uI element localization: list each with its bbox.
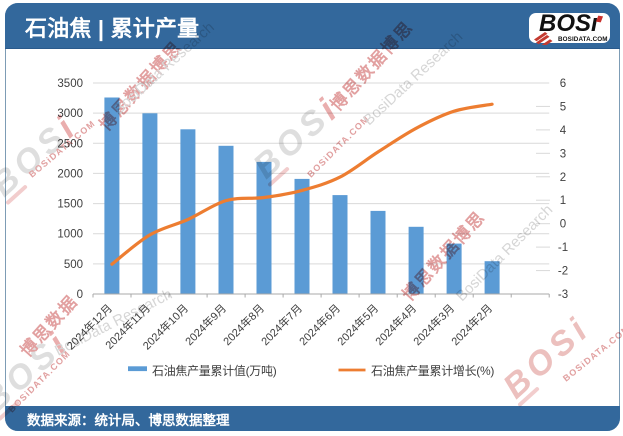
svg-text:1: 1 (560, 195, 566, 207)
svg-text:0: 0 (77, 289, 83, 301)
svg-text:2: 2 (560, 172, 566, 184)
svg-text:1500: 1500 (57, 199, 83, 211)
svg-text:0: 0 (560, 219, 566, 231)
svg-text:2500: 2500 (57, 138, 83, 150)
svg-text:2024年2月: 2024年2月 (448, 301, 495, 348)
svg-text:500: 500 (64, 259, 83, 271)
svg-text:6: 6 (560, 78, 566, 90)
svg-text:石油焦产量累计增长(%): 石油焦产量累计增长(%) (371, 364, 494, 378)
svg-text:3500: 3500 (57, 78, 83, 90)
svg-text:1000: 1000 (57, 229, 83, 241)
svg-text:-1: -1 (558, 242, 568, 254)
svg-text:2000: 2000 (57, 168, 83, 180)
svg-text:3: 3 (560, 148, 566, 160)
svg-text:3000: 3000 (57, 108, 83, 120)
svg-text:-3: -3 (558, 289, 568, 301)
svg-text:-2: -2 (558, 266, 568, 278)
svg-text:石油焦产量累计值(万吨): 石油焦产量累计值(万吨) (152, 363, 277, 378)
svg-text:5: 5 (560, 101, 566, 113)
svg-text:4: 4 (560, 125, 567, 137)
